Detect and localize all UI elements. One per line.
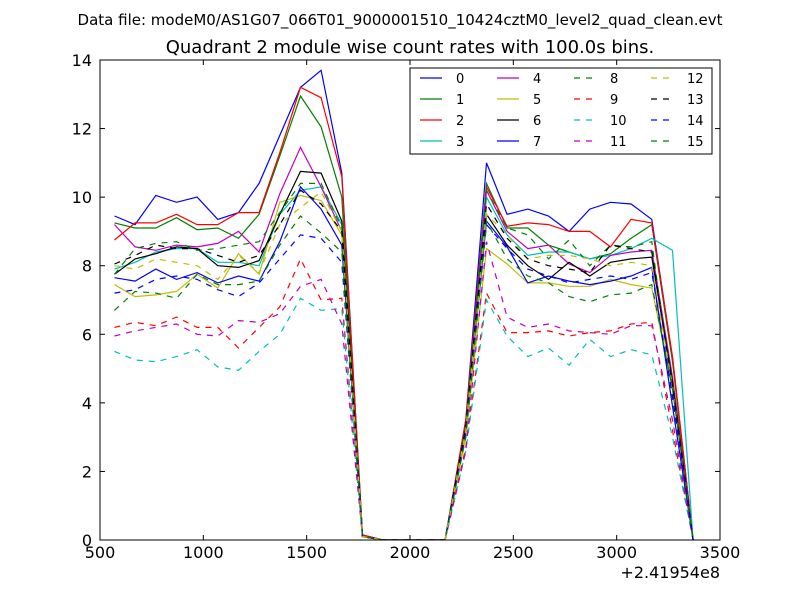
series-line-14 bbox=[114, 223, 694, 540]
series-line-9 bbox=[114, 257, 694, 540]
x-tick-label: 2500 bbox=[493, 543, 534, 562]
series-line-0 bbox=[114, 69, 694, 540]
legend-label-5: 5 bbox=[533, 93, 541, 108]
y-tick-label: 10 bbox=[72, 188, 92, 207]
legend-label-10: 10 bbox=[610, 114, 627, 129]
series-line-13 bbox=[114, 189, 694, 540]
y-tick-label: 14 bbox=[72, 51, 92, 70]
x-tick-label: 3000 bbox=[596, 543, 637, 562]
series-line-11 bbox=[114, 241, 694, 540]
series-line-8 bbox=[114, 182, 694, 540]
y-tick-label: 6 bbox=[82, 325, 92, 344]
series-line-2 bbox=[114, 86, 694, 540]
series-line-6 bbox=[114, 170, 694, 540]
series-line-4 bbox=[114, 146, 694, 540]
legend-label-14: 14 bbox=[687, 114, 704, 129]
x-tick-label: 500 bbox=[85, 543, 116, 562]
legend-label-7: 7 bbox=[533, 135, 541, 150]
legend-label-15: 15 bbox=[687, 135, 704, 150]
y-tick-label: 12 bbox=[72, 120, 92, 139]
legend-label-9: 9 bbox=[610, 93, 618, 108]
y-tick-label: 8 bbox=[82, 257, 92, 276]
legend-label-12: 12 bbox=[687, 72, 704, 87]
series-line-3 bbox=[114, 186, 694, 540]
chart-title: Quadrant 2 module wise count rates with … bbox=[166, 37, 655, 58]
x-tick-label: 2000 bbox=[390, 543, 431, 562]
legend-box bbox=[409, 67, 713, 155]
legend-label-2: 2 bbox=[456, 114, 464, 129]
legend-label-6: 6 bbox=[533, 114, 541, 129]
series-line-15 bbox=[114, 215, 694, 540]
legend-label-1: 1 bbox=[456, 93, 464, 108]
plot-lines bbox=[114, 69, 694, 540]
y-tick-label: 2 bbox=[82, 462, 92, 481]
legend-label-13: 13 bbox=[687, 93, 704, 108]
legend-label-3: 3 bbox=[456, 135, 464, 150]
x-tick-label: 1000 bbox=[183, 543, 224, 562]
x-tick-label: 3500 bbox=[700, 543, 741, 562]
legend-label-8: 8 bbox=[610, 72, 618, 87]
legend-label-11: 11 bbox=[610, 135, 627, 150]
y-tick-label: 4 bbox=[82, 394, 92, 413]
series-line-7 bbox=[114, 185, 694, 540]
legend-label-0: 0 bbox=[456, 72, 464, 87]
y-tick-label: 0 bbox=[82, 531, 92, 550]
series-line-12 bbox=[114, 191, 694, 540]
legend-label-4: 4 bbox=[533, 72, 541, 87]
x-tick-label: 1500 bbox=[286, 543, 327, 562]
x-offset-label: +2.41954e8 bbox=[620, 563, 720, 582]
data-file-header: Data file: modeM0/AS1G07_066T01_90000015… bbox=[78, 11, 723, 30]
